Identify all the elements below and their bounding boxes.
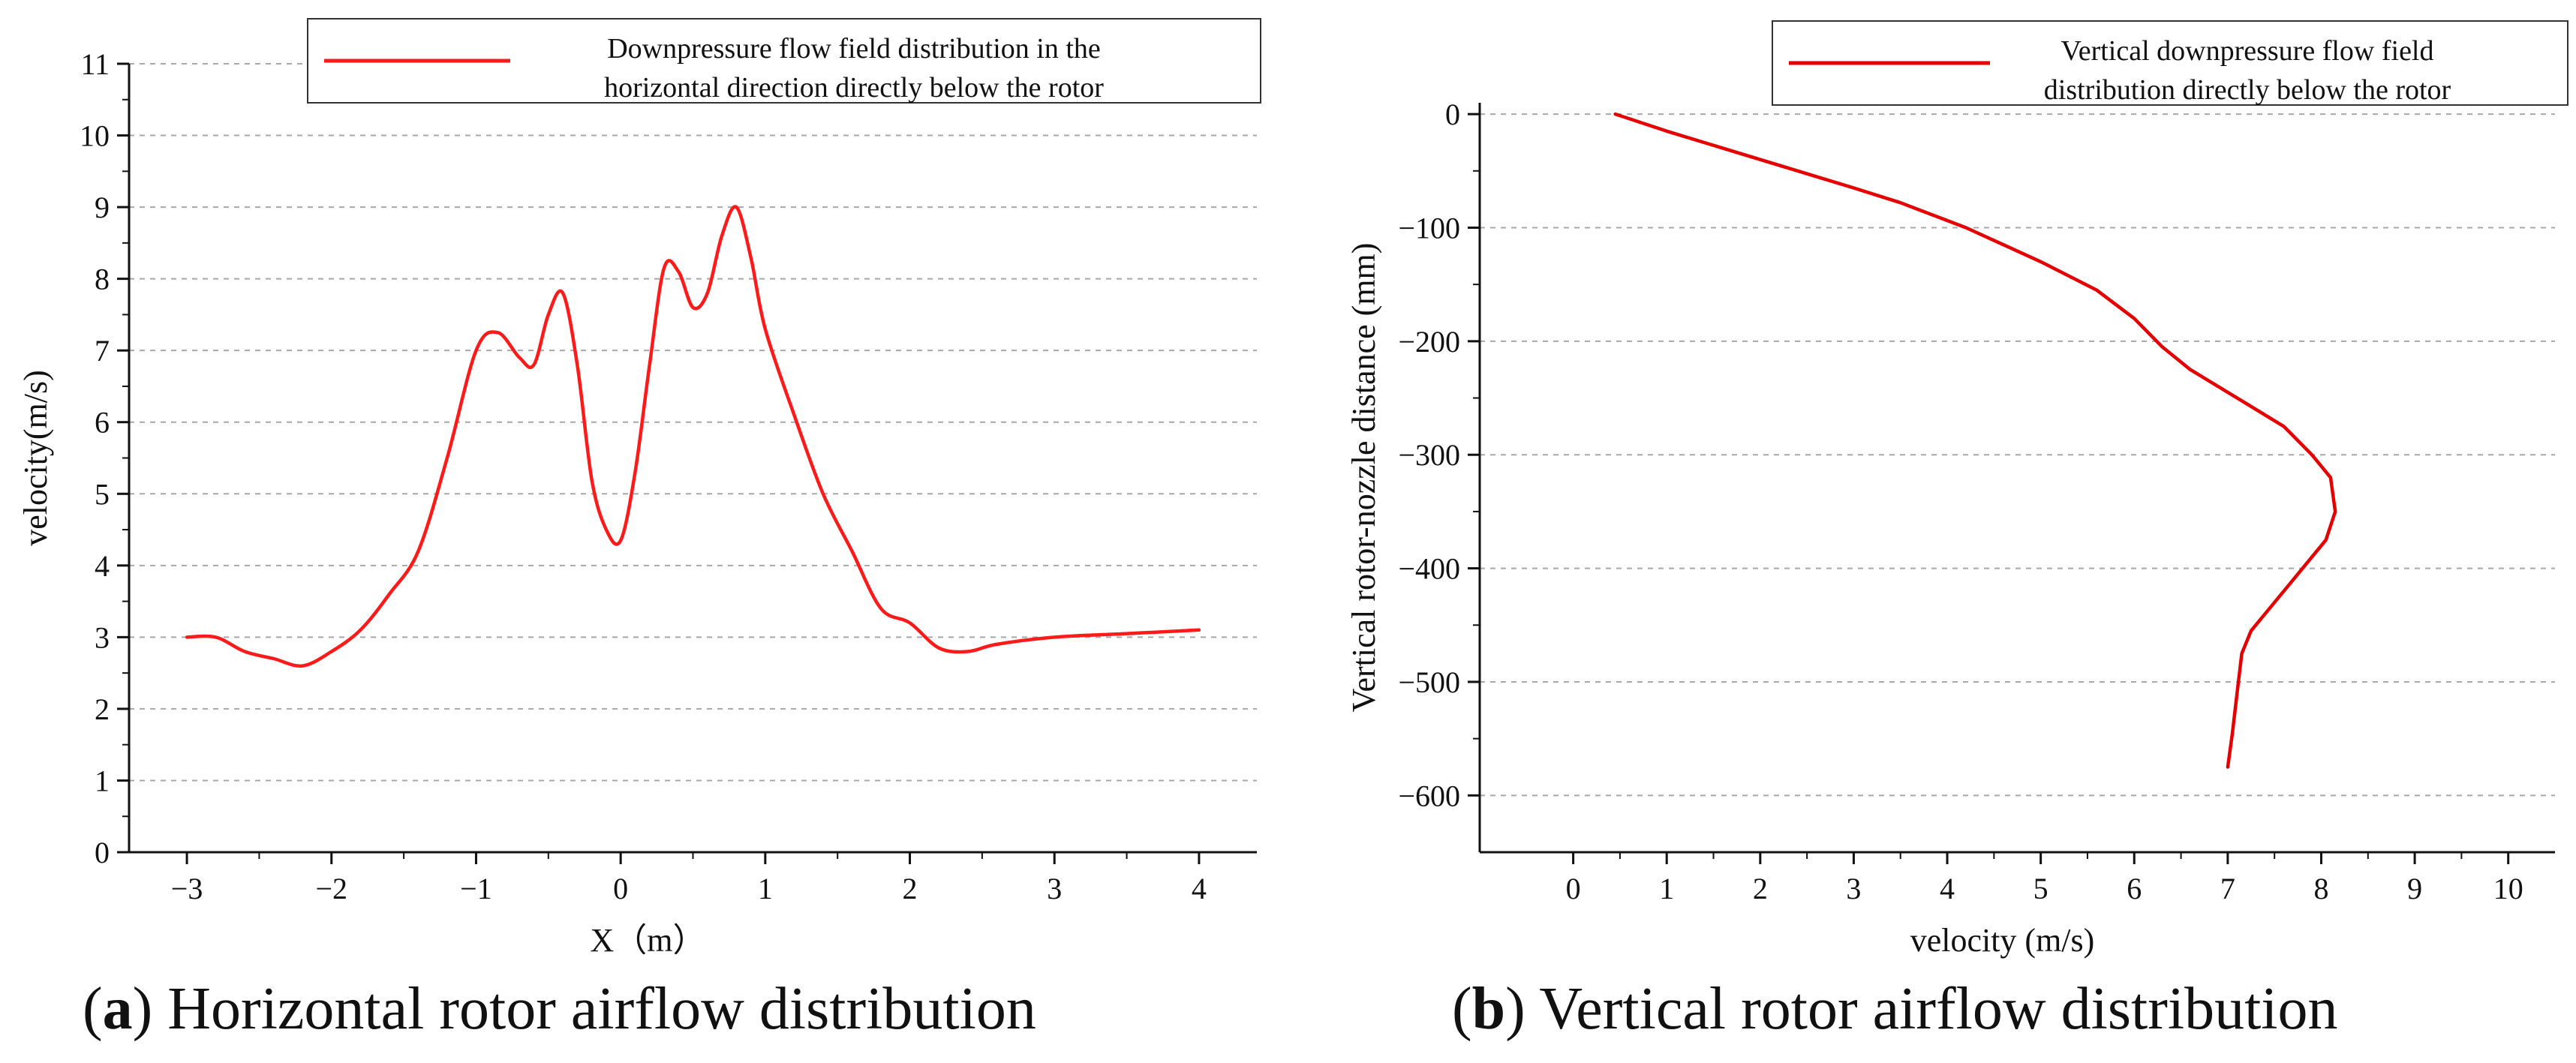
panel-a-legend-label: Downpressure flow field distribution in … <box>607 33 1101 65</box>
panel-b-x-tick-label: 0 <box>1566 872 1581 905</box>
panel-a-x-tick-label: 3 <box>1047 872 1062 905</box>
panel-b-y-tick-label: −100 <box>1398 212 1460 245</box>
panel-b-y-tick-label: −500 <box>1398 665 1460 699</box>
panel-b-x-tick-label: 9 <box>2407 872 2422 905</box>
panel-a-y-tick-label: 0 <box>95 836 110 869</box>
panel-b-x-axis-label: velocity (m/s) <box>1910 922 2095 959</box>
panel-a-x-tick-label: 4 <box>1192 872 1207 905</box>
panel-a-y-axis-label: velocity(m/s) <box>17 370 54 546</box>
panel-a-x-axis-label: X（m） <box>591 922 706 959</box>
panel-b-y-tick-label: −200 <box>1398 325 1460 359</box>
panel-b-x-tick-label: 3 <box>1846 872 1861 905</box>
panel-a-x-tick-label: 1 <box>758 872 773 905</box>
panel-a-y-tick-label: 7 <box>95 334 110 368</box>
panel-a-x-tick-label: 2 <box>903 872 918 905</box>
panel-b-y-tick-label: 0 <box>1445 98 1460 131</box>
panel-b-x-tick-label: 7 <box>2220 872 2235 905</box>
panel-a-x-tick-label: −3 <box>171 872 203 905</box>
panel-b-x-tick-label: 4 <box>1940 872 1955 905</box>
panel-b-series-line <box>1613 112 2337 769</box>
panel-a-y-tick-label: 10 <box>80 119 110 153</box>
panel-a-x-tick-label: −1 <box>460 872 492 905</box>
panel-b-x-tick-label: 2 <box>1753 872 1768 905</box>
panel-b-x-tick-label: 8 <box>2313 872 2328 905</box>
panel-b-legend-label: distribution directly below the rotor <box>2044 74 2451 106</box>
panel-a-legend: Downpressure flow field distribution in … <box>307 18 1261 104</box>
panel-b-y-tick-label: −600 <box>1398 779 1460 812</box>
panel-a-horizontal-airflow-chart: 0 1 2 3 4 5 6 7 8 9 10 11 −3 −2 −1 0 1 2 3 4 X（m） velocity(m/… <box>17 18 1261 959</box>
panel-a-legend-box <box>307 18 1261 104</box>
panel-a-y-tick-label: 8 <box>95 263 110 296</box>
panel-a-y-tick-label: 5 <box>95 477 110 511</box>
panel-a-y-tick-label: 3 <box>95 620 110 654</box>
panel-b-y-tick-label: −300 <box>1398 438 1460 472</box>
caption-b: (b) Vertical rotor airflow distribution <box>1452 976 2338 1042</box>
caption-b-text: Vertical rotor airflow distribution <box>1539 976 2338 1042</box>
panel-b-y-tick-label: −400 <box>1398 552 1460 586</box>
panel-a-y-tick-label: 6 <box>95 406 110 440</box>
panel-b-y-axis-label: Vertical rotor-nozzle distance (mm) <box>1345 243 1382 713</box>
panel-a-y-tick-label: 11 <box>80 47 110 81</box>
panel-b-x-tick-label: 5 <box>2033 872 2048 905</box>
panel-a-series-line <box>185 205 1201 668</box>
caption-a: (a) Horizontal rotor airflow distributio… <box>83 976 1036 1042</box>
panel-a-x-tick-label: 0 <box>613 872 628 905</box>
caption-b-letter: b <box>1471 976 1506 1042</box>
panel-a-x-tick-label: −2 <box>315 872 347 905</box>
panel-a-y-tick-label: 4 <box>95 549 110 583</box>
caption-a-letter: a <box>102 976 133 1042</box>
panel-b-x-tick-label: 6 <box>2127 872 2142 905</box>
panel-b-vertical-airflow-chart: 0 −100 −200 −300 −400 −500 −600 0 1 2 3 4 5 6 7 8 9 10 vel… <box>1345 20 2568 959</box>
panel-b-legend-label: Vertical downpressure flow field <box>2060 35 2433 67</box>
panel-a-y-tick-label: 1 <box>95 764 110 797</box>
panel-a-y-tick-label: 2 <box>95 692 110 726</box>
caption-a-text: Horizontal rotor airflow distribution <box>167 976 1036 1042</box>
panel-b-x-tick-label: 1 <box>1659 872 1674 905</box>
panel-b-x-tick-label: 10 <box>2493 872 2523 905</box>
panel-a-legend-label: horizontal direction directly below the … <box>604 72 1104 104</box>
panel-b-legend: Vertical downpressure flow field distribu… <box>1772 20 2568 106</box>
panel-a-y-tick-label: 9 <box>95 191 110 224</box>
